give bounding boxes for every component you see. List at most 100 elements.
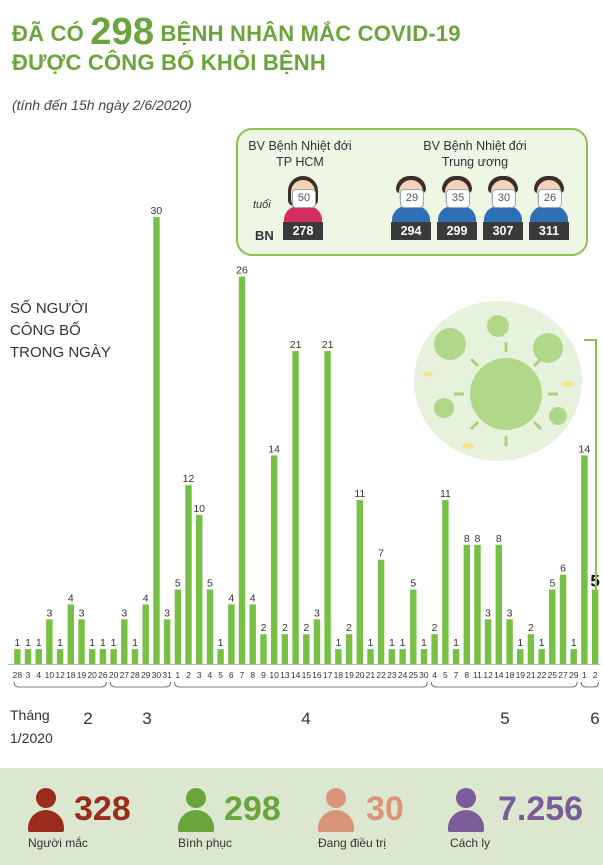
patient-id: 278 xyxy=(283,222,323,240)
x-tick-label: 2 xyxy=(593,670,598,680)
bar xyxy=(89,649,96,664)
x-tick-label: 13 xyxy=(280,670,290,680)
infected-label: Người mắc xyxy=(28,836,88,850)
isolated-label: Cách ly xyxy=(450,836,491,850)
x-tick-label: 22 xyxy=(537,670,547,680)
x-tick-label: 1 xyxy=(175,670,180,680)
title-line1-rest: BỆNH NHÂN MẮC COVID-19 xyxy=(160,21,461,46)
x-tick-label: 2 xyxy=(186,670,191,680)
x-tick-label: 19 xyxy=(344,670,354,680)
bar-value-label: 21 xyxy=(290,339,302,351)
bar-value-label: 1 xyxy=(517,637,523,649)
bar-value-label: 1 xyxy=(539,637,545,649)
infected-value: 328 xyxy=(74,790,131,828)
bar-value-label: 5 xyxy=(410,578,416,590)
person-body-shape xyxy=(318,810,354,832)
bar-value-label: 1 xyxy=(14,637,20,649)
x-tick-label: 4 xyxy=(36,670,41,680)
month-label-year: 1/2020 xyxy=(10,730,53,746)
bar xyxy=(495,544,502,664)
month-bracket xyxy=(109,681,171,688)
treating-value: 30 xyxy=(366,790,404,828)
x-tick-label: 28 xyxy=(13,670,23,680)
bar xyxy=(345,634,353,664)
patient-age: 29 xyxy=(400,189,424,208)
person-icon xyxy=(316,788,356,834)
x-tick-label: 14 xyxy=(494,670,504,680)
bar xyxy=(99,649,107,664)
bar xyxy=(377,559,385,664)
bar xyxy=(270,455,278,664)
person-icon xyxy=(26,788,66,834)
hospital-central-name: BV Bệnh Nhiệt đới Trung ương xyxy=(400,138,550,170)
bar xyxy=(420,649,428,664)
bar-value-label: 2 xyxy=(282,622,288,634)
bar-value-label: 1 xyxy=(218,637,224,649)
month-label: 5 xyxy=(500,709,509,728)
stat-isolated: 7.256 Cách ly xyxy=(446,768,596,865)
bar-value-label: 3 xyxy=(485,607,491,619)
bar-value-label: 1 xyxy=(89,637,95,649)
bar xyxy=(410,589,417,664)
bar xyxy=(527,634,535,664)
bar xyxy=(121,619,128,664)
bar-value-label: 26 xyxy=(236,265,248,277)
body-shape xyxy=(392,206,430,226)
bar xyxy=(78,619,85,664)
x-tick-label: 21 xyxy=(526,670,536,680)
patient-age: 35 xyxy=(446,189,470,208)
month-bracket xyxy=(580,681,599,688)
month-label: 4 xyxy=(301,709,310,728)
x-tick-label: 3 xyxy=(26,670,31,680)
bar xyxy=(581,455,588,664)
bar xyxy=(281,634,289,664)
x-tick-label: 27 xyxy=(120,670,130,680)
x-tick-label: 5 xyxy=(443,670,448,680)
bar-value-label: 12 xyxy=(183,473,195,485)
bar xyxy=(335,649,342,664)
x-tick-label: 20 xyxy=(87,670,97,680)
stat-recovered: 298 Bình phục xyxy=(176,768,306,865)
x-tick-label: 23 xyxy=(387,670,397,680)
bar xyxy=(260,634,267,664)
bar xyxy=(452,649,460,664)
bar-value-label: 14 xyxy=(579,443,591,455)
title-prefix: ĐÃ CÓ xyxy=(12,21,84,46)
subtitle: (tính đến 15h ngày 2/6/2020) xyxy=(12,97,192,113)
bar xyxy=(56,649,64,664)
bar-value-label: 8 xyxy=(464,533,470,545)
bar xyxy=(174,589,182,664)
bar xyxy=(474,544,481,664)
bar-value-label: 5 xyxy=(207,578,213,590)
x-tick-label: 21 xyxy=(366,670,376,680)
x-tick-label: 20 xyxy=(109,670,119,680)
bar xyxy=(153,217,160,664)
title-count: 298 xyxy=(90,11,155,53)
person-body-shape xyxy=(448,810,484,832)
x-tick-label: 18 xyxy=(505,670,515,680)
month-label: 2 xyxy=(83,709,92,728)
month-bracket xyxy=(430,681,578,688)
x-tick-label: 18 xyxy=(334,670,344,680)
hospital-central-line-1: BV Bệnh Nhiệt đới xyxy=(423,139,527,153)
body-shape xyxy=(438,206,476,226)
bar xyxy=(228,604,235,664)
bar-value-label: 4 xyxy=(143,592,149,604)
x-tick-label: 15 xyxy=(302,670,312,680)
bar-value-label: 3 xyxy=(507,607,513,619)
patient-id: 311 xyxy=(529,222,569,240)
x-tick-label: 4 xyxy=(208,670,213,680)
bar-value-label: 1 xyxy=(571,637,577,649)
bn-label: BN xyxy=(255,228,274,243)
x-tick-label: 20 xyxy=(355,670,365,680)
patient-311: 26 311 xyxy=(529,176,569,240)
patient-age: 30 xyxy=(492,189,516,208)
bar-value-label: 11 xyxy=(354,488,365,500)
panel-connector xyxy=(584,339,597,592)
bar xyxy=(217,649,224,664)
month-bracket xyxy=(174,681,428,688)
bar xyxy=(506,619,513,664)
patient-id: 299 xyxy=(437,222,477,240)
x-tick-label: 29 xyxy=(569,670,579,680)
bar xyxy=(367,649,374,664)
